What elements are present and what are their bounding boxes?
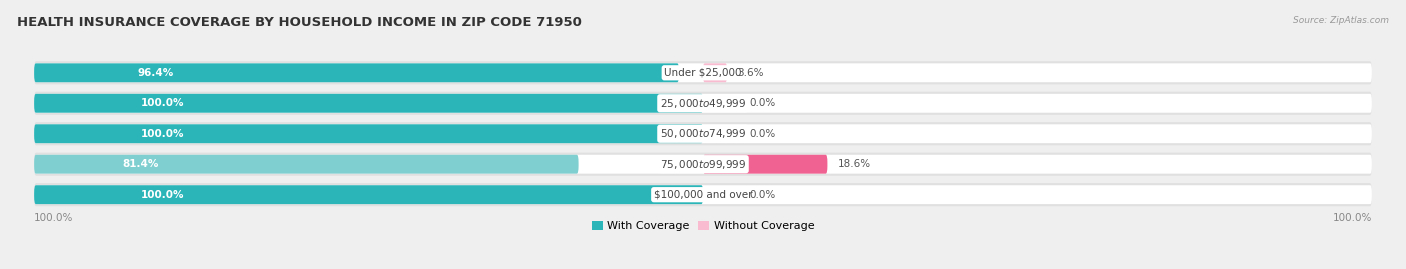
FancyBboxPatch shape (34, 94, 703, 113)
Text: 100.0%: 100.0% (1333, 213, 1372, 222)
FancyBboxPatch shape (34, 183, 1372, 206)
FancyBboxPatch shape (34, 92, 1372, 115)
FancyBboxPatch shape (34, 155, 579, 174)
Text: 100.0%: 100.0% (141, 98, 184, 108)
FancyBboxPatch shape (34, 185, 703, 204)
Text: $50,000 to $74,999: $50,000 to $74,999 (659, 127, 747, 140)
FancyBboxPatch shape (34, 153, 1372, 176)
Text: 100.0%: 100.0% (141, 129, 184, 139)
Text: 96.4%: 96.4% (138, 68, 174, 78)
FancyBboxPatch shape (34, 63, 679, 82)
Text: Under $25,000: Under $25,000 (664, 68, 742, 78)
FancyBboxPatch shape (34, 155, 1372, 174)
FancyBboxPatch shape (34, 124, 1372, 143)
Text: $100,000 and over: $100,000 and over (654, 190, 752, 200)
Text: 100.0%: 100.0% (141, 190, 184, 200)
FancyBboxPatch shape (34, 124, 703, 143)
FancyBboxPatch shape (703, 63, 727, 82)
FancyBboxPatch shape (34, 185, 1372, 204)
FancyBboxPatch shape (34, 61, 1372, 84)
FancyBboxPatch shape (34, 94, 1372, 113)
Text: 0.0%: 0.0% (749, 190, 776, 200)
FancyBboxPatch shape (34, 63, 1372, 82)
Text: Source: ZipAtlas.com: Source: ZipAtlas.com (1294, 16, 1389, 25)
Text: 0.0%: 0.0% (749, 98, 776, 108)
Text: $25,000 to $49,999: $25,000 to $49,999 (659, 97, 747, 110)
Text: 0.0%: 0.0% (749, 129, 776, 139)
Text: 81.4%: 81.4% (122, 159, 159, 169)
Text: 3.6%: 3.6% (737, 68, 763, 78)
FancyBboxPatch shape (703, 155, 827, 174)
Text: HEALTH INSURANCE COVERAGE BY HOUSEHOLD INCOME IN ZIP CODE 71950: HEALTH INSURANCE COVERAGE BY HOUSEHOLD I… (17, 16, 582, 29)
Legend: With Coverage, Without Coverage: With Coverage, Without Coverage (588, 217, 818, 236)
FancyBboxPatch shape (34, 122, 1372, 145)
Text: 18.6%: 18.6% (838, 159, 870, 169)
Text: $75,000 to $99,999: $75,000 to $99,999 (659, 158, 747, 171)
Text: 100.0%: 100.0% (34, 213, 73, 222)
